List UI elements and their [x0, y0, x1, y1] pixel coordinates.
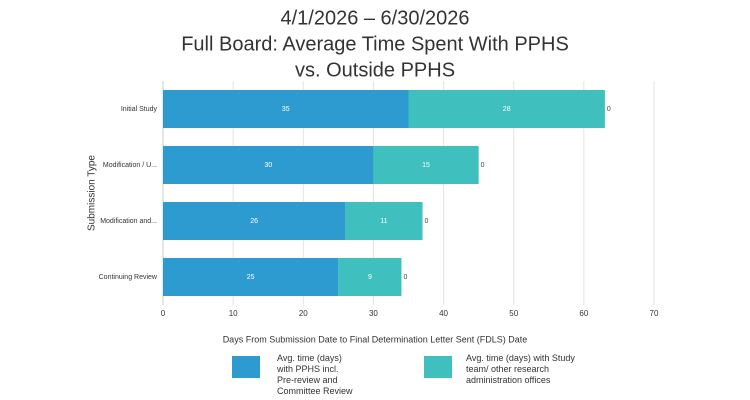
data-label: 30: [264, 162, 272, 169]
data-label: 0: [425, 218, 429, 225]
data-label: 25: [247, 274, 255, 281]
x-axis-label: Days From Submission Date to Final Deter…: [223, 334, 528, 344]
y-tick-label: Continuing Review: [99, 274, 158, 281]
x-tick-label: 40: [439, 309, 448, 318]
bar-segment: [373, 146, 479, 184]
data-label: 0: [481, 162, 485, 169]
legend-swatch: [424, 356, 452, 378]
x-tick-label: 0: [161, 309, 166, 318]
legend-label: Avg. time (days) with PPHS incl. Pre-rev…: [277, 353, 353, 396]
data-label: 28: [503, 106, 511, 113]
chart-title: Full Board: Average Time Spent With PPHS: [181, 33, 569, 55]
bar-segment: [163, 258, 339, 296]
bar-segment: [163, 146, 374, 184]
bar-segment: [338, 258, 402, 296]
data-label: 0: [403, 274, 407, 281]
x-tick-label: 30: [369, 309, 378, 318]
data-label: 26: [250, 218, 258, 225]
x-tick-label: 10: [229, 309, 238, 318]
chart-title: vs. Outside PPHS: [295, 59, 455, 81]
y-tick-label: Initial Study: [121, 106, 158, 113]
x-tick-label: 20: [299, 309, 308, 318]
y-tick-label: Modification / U...: [103, 162, 157, 169]
bar-segment: [408, 90, 605, 128]
bar-segment: [163, 90, 409, 128]
x-tick-label: 60: [579, 309, 588, 318]
data-label: 9: [368, 274, 372, 281]
x-tick-label: 70: [650, 309, 659, 318]
y-tick-label: Modification and...: [100, 218, 157, 225]
data-label: 15: [422, 162, 430, 169]
data-label: 11: [380, 218, 387, 225]
data-label: 35: [282, 106, 290, 113]
bar-segment: [163, 202, 346, 240]
data-label: 0: [607, 106, 611, 113]
bar-segment: [345, 202, 423, 240]
legend-swatch: [232, 356, 260, 378]
legend-label: Avg. time (days) with Study team/ other …: [466, 353, 575, 385]
y-axis-label: Submission Type: [87, 155, 98, 231]
x-tick-label: 50: [509, 309, 518, 318]
chart-title: 4/1/2026 – 6/30/2026: [280, 7, 469, 29]
